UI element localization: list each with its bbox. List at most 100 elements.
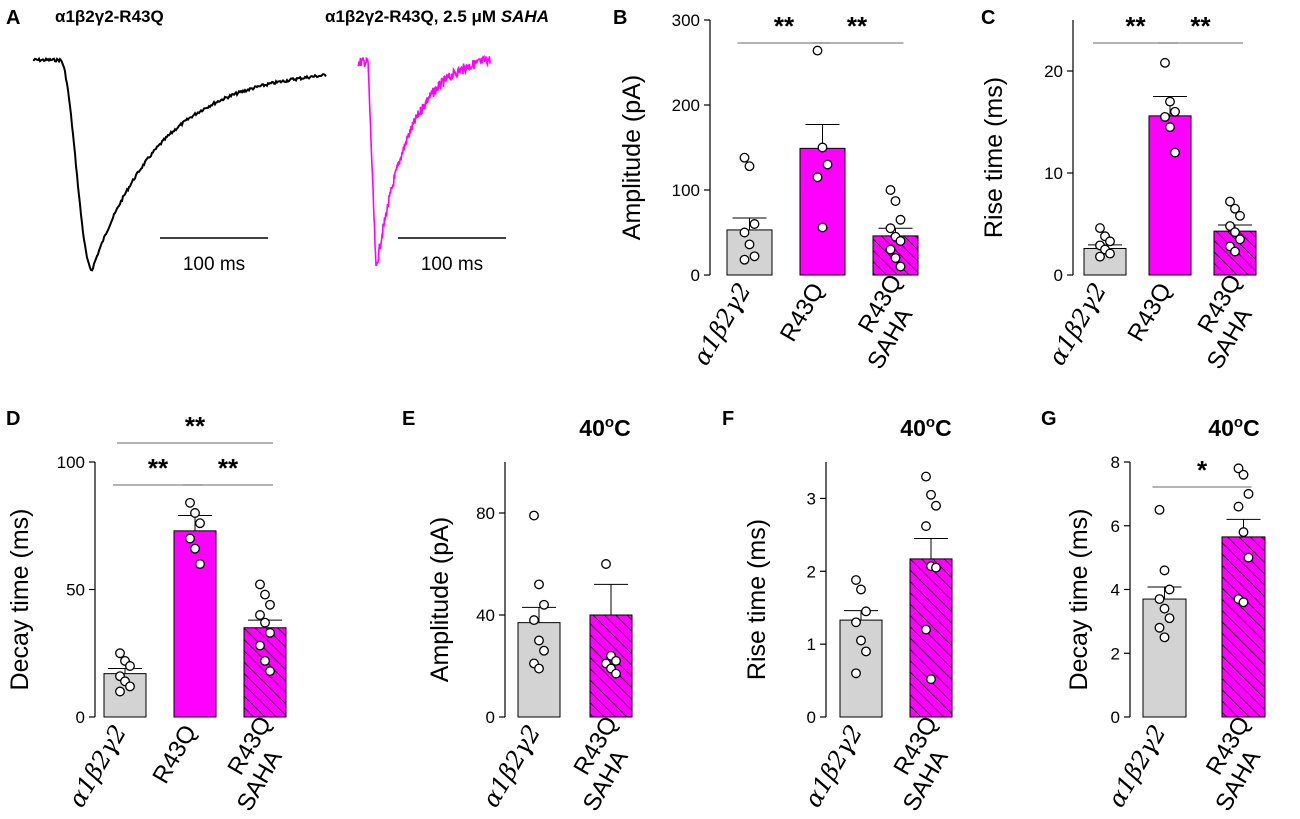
data-point — [1154, 504, 1165, 515]
y-tick-label: 0 — [807, 708, 816, 727]
data-point — [1160, 57, 1170, 68]
y-tick-label: 0 — [76, 708, 85, 727]
data-point — [1165, 96, 1175, 107]
data-point — [1154, 594, 1165, 605]
data-point — [921, 624, 931, 635]
data-point — [1105, 236, 1115, 247]
data-point — [885, 223, 896, 234]
data-point — [265, 599, 275, 610]
temperature-label: 40oC — [1208, 414, 1259, 441]
y-tick-label: 0 — [1054, 266, 1063, 285]
data-point — [1165, 122, 1175, 133]
y-axis-label: Rise time (ms) — [743, 519, 771, 680]
y-tick-label: 100 — [57, 453, 85, 472]
panel-e: E 40oC 0 40 80 Amplitude (pA) α1β2γ2 R43QSAHA — [402, 408, 634, 816]
data-point — [885, 244, 896, 255]
data-point — [744, 161, 755, 172]
data-point — [861, 606, 871, 617]
data-point — [1238, 597, 1249, 608]
data-point — [921, 471, 931, 482]
panel-c: C 0 10 20 Rise time (ms) α1β2γ2 R43Q R43QSAHA **… — [980, 7, 1258, 374]
y-tick-label: 0 — [486, 708, 495, 727]
temperature-degree: o — [1234, 414, 1243, 431]
significance-stars: ** — [774, 11, 795, 41]
x-category-label: R43QSAHA — [875, 712, 966, 816]
data-point — [539, 599, 549, 610]
data-point — [1159, 603, 1170, 614]
data-point — [1230, 203, 1240, 214]
panel-label-d: D — [6, 408, 20, 430]
y-axis-label: Decay time (ms) — [1065, 509, 1093, 691]
data-point — [185, 533, 195, 544]
trace-r43q — [32, 56, 327, 272]
data-point — [195, 559, 205, 569]
y-tick-label: 8 — [1111, 453, 1120, 472]
panel-label-c: C — [981, 7, 995, 29]
scale-label-left: 100 ms — [183, 254, 245, 275]
data-point — [534, 663, 544, 674]
data-point — [926, 489, 936, 500]
x-category-label: α1β2γ2 — [799, 720, 868, 812]
data-point — [739, 152, 750, 163]
data-point — [890, 253, 901, 263]
data-point — [817, 222, 828, 233]
scale-label-right: 100 ms — [421, 254, 483, 275]
y-tick-label: 2 — [1111, 644, 1120, 663]
bar-saha — [909, 558, 953, 718]
data-point — [190, 508, 200, 518]
data-point — [255, 579, 265, 590]
y-axis-label: Decay time (ms) — [6, 509, 34, 691]
data-point — [1170, 106, 1180, 117]
temperature-label: 40oC — [579, 414, 630, 441]
data-point — [1230, 246, 1240, 257]
x-category-label: α1β2γ2 — [477, 720, 546, 812]
y-tick-label: 4 — [1111, 581, 1120, 600]
y-tick-label: 40 — [476, 606, 495, 625]
bar-saha — [1221, 536, 1266, 718]
data-point — [611, 668, 621, 679]
data-point — [534, 635, 544, 646]
data-point — [1243, 552, 1254, 563]
bar-r43q — [1148, 115, 1192, 276]
data-point — [856, 584, 866, 595]
data-point — [1164, 613, 1175, 624]
data-point — [861, 646, 871, 657]
data-point — [1170, 147, 1180, 158]
panel-d: D 0 50 100 Decay time (ms) α1β2γ2 R43Q R43QSAHA… — [6, 408, 288, 816]
data-point — [115, 686, 125, 697]
y-axis-label: Amplitude (pA) — [426, 517, 454, 682]
data-point — [1233, 501, 1244, 512]
y-axis-label: Amplitude (pA) — [618, 75, 646, 240]
data-point — [1105, 248, 1115, 259]
data-point — [885, 185, 896, 195]
data-point — [822, 159, 833, 170]
data-point — [1230, 227, 1240, 238]
data-point — [1235, 234, 1245, 245]
data-point — [895, 214, 906, 225]
panel-f: F 40oC 0 1 2 3 Rise time (ms) α1β2γ2 R43QSAHA — [722, 408, 966, 816]
data-point — [1154, 622, 1165, 633]
data-point — [529, 510, 539, 521]
data-point — [611, 655, 621, 666]
panel-g: G 40oC 0 2 4 6 8 Decay time (ms) α1β2γ2 R43QSAHA * — [1041, 408, 1279, 816]
x-category-label: R43Q — [1122, 279, 1177, 347]
bar-ctrl — [726, 229, 773, 276]
trace-title-control: α1β2γ2-R43Q — [55, 7, 164, 26]
data-point — [190, 543, 200, 554]
temperature-degree: o — [926, 414, 935, 431]
data-point — [931, 500, 941, 511]
data-point — [1095, 223, 1105, 234]
y-tick-label: 10 — [1044, 164, 1063, 183]
data-point — [812, 45, 823, 56]
y-tick-label: 300 — [672, 11, 700, 30]
y-tick-label: 3 — [807, 489, 816, 508]
data-point — [125, 681, 135, 692]
significance-stars: * — [1197, 455, 1208, 485]
data-point — [921, 521, 931, 532]
significance-stars: ** — [218, 453, 239, 483]
x-category-label: R43QSAHA — [1188, 712, 1279, 816]
significance-stars: ** — [148, 453, 169, 483]
y-tick-label: 100 — [672, 181, 700, 200]
